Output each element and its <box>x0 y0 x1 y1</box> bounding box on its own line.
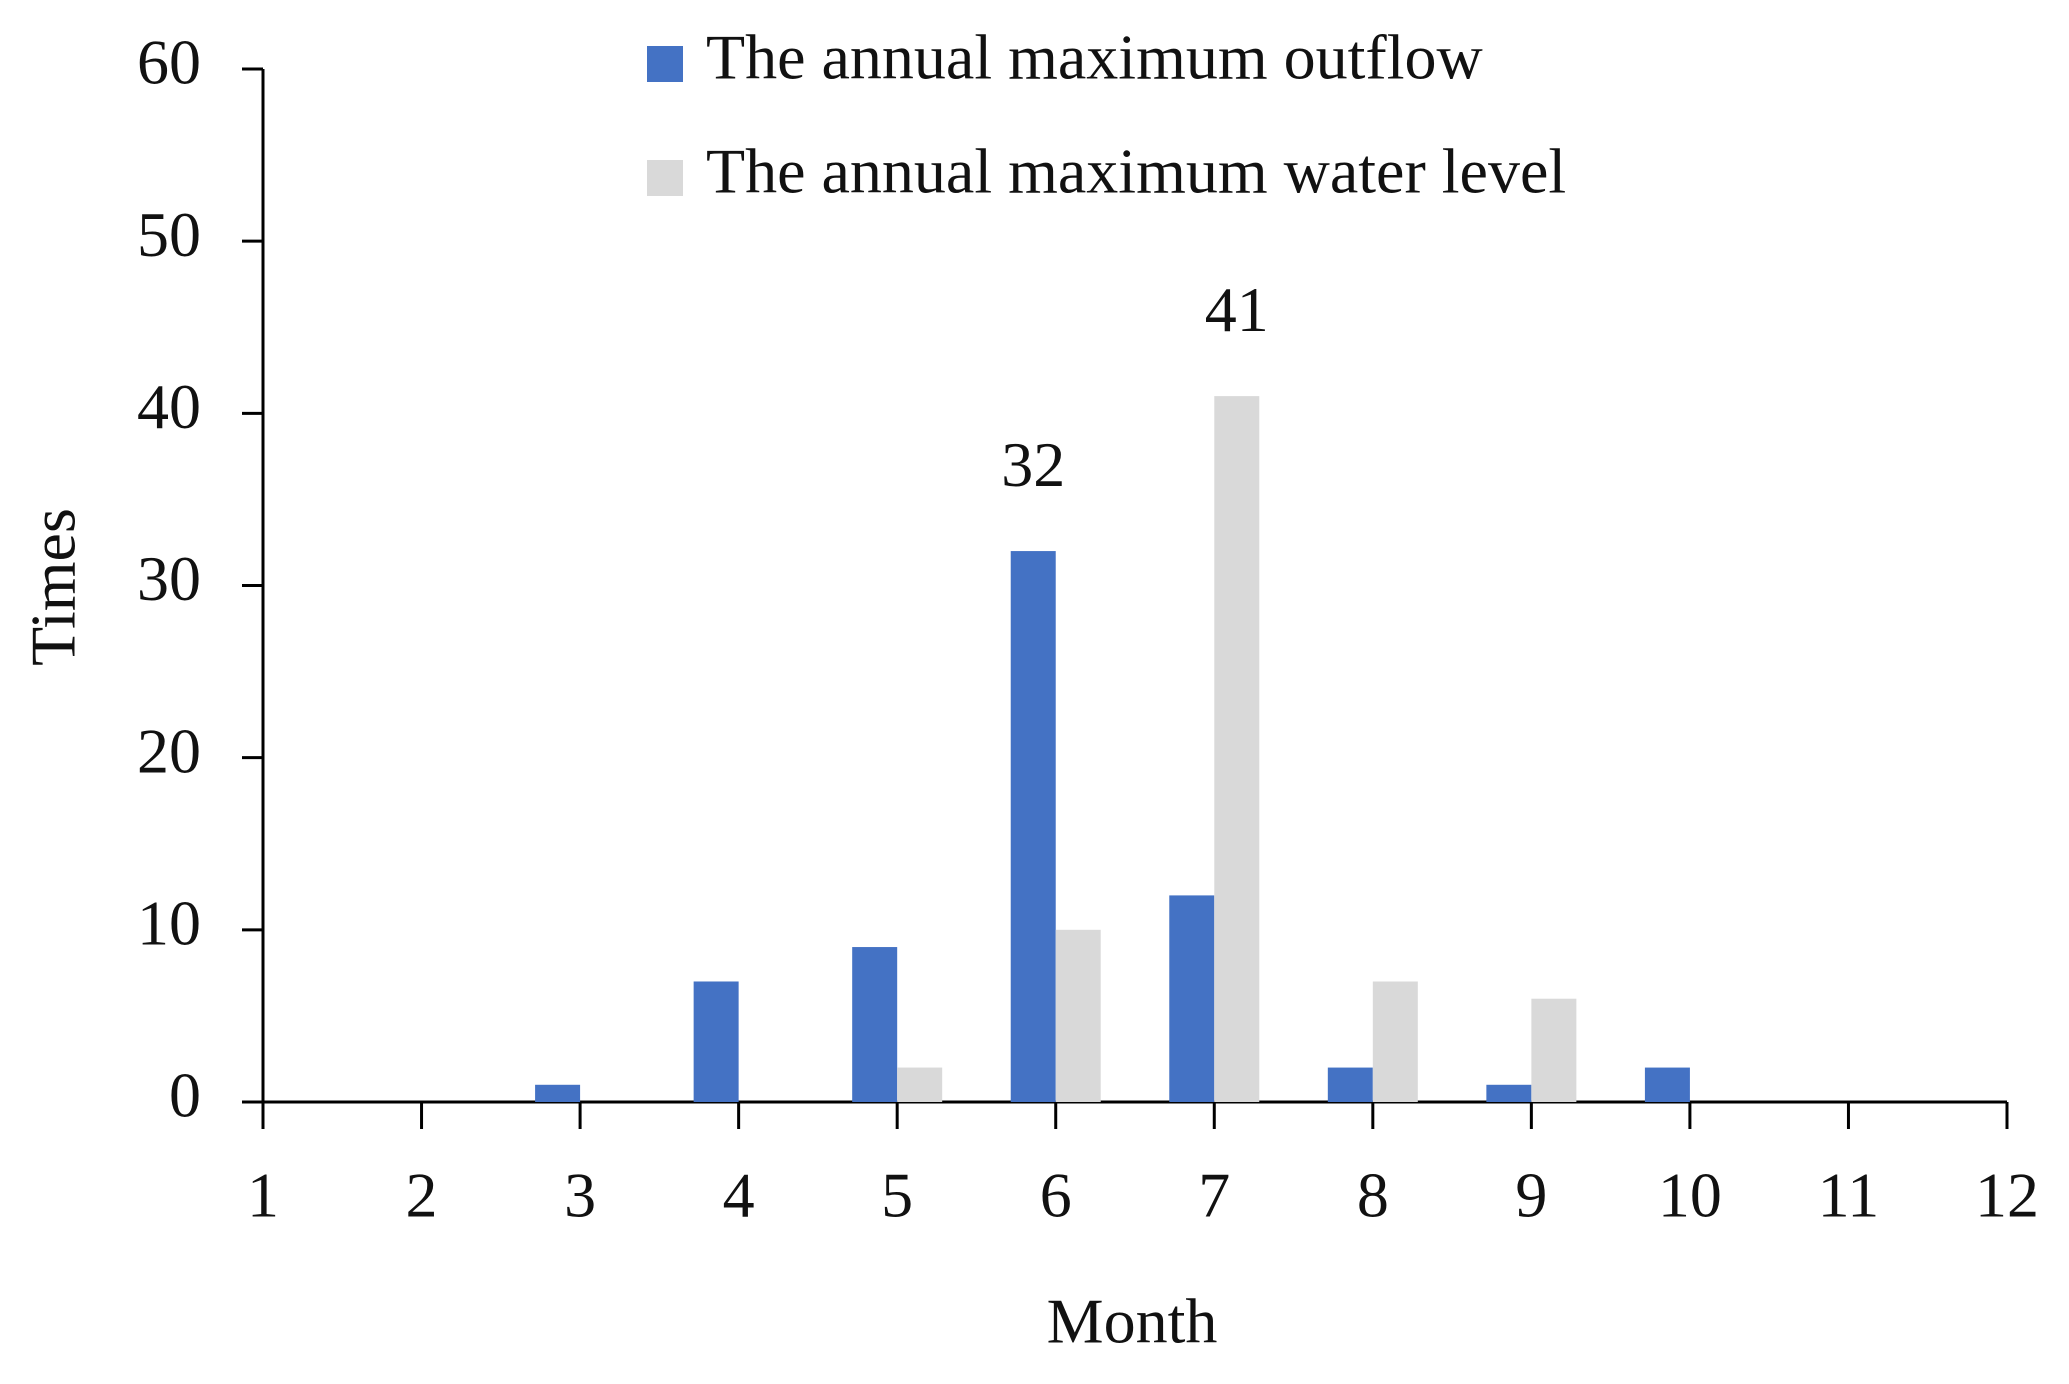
y-tick-label: 50 <box>137 199 201 270</box>
y-tick-label: 30 <box>137 543 201 614</box>
bar <box>1644 1067 1690 1102</box>
legend-label: The annual maximum water level <box>706 136 1566 207</box>
y-tick-label: 0 <box>169 1060 201 1131</box>
bar <box>1531 998 1577 1102</box>
bar <box>1327 1067 1373 1102</box>
x-tick-label: 10 <box>1658 1160 1722 1231</box>
bar <box>693 981 739 1102</box>
bar <box>1055 929 1101 1102</box>
x-tick-label: 11 <box>1818 1160 1880 1231</box>
x-tick-label: 7 <box>1198 1160 1230 1231</box>
bar <box>897 1067 943 1102</box>
x-tick-label: 9 <box>1515 1160 1547 1231</box>
y-tick-label: 40 <box>137 371 201 442</box>
x-tick-label: 12 <box>1975 1160 2039 1231</box>
x-tick-label: 4 <box>723 1160 755 1231</box>
x-axis-title: Month <box>1047 1286 1218 1357</box>
bar <box>1486 1084 1532 1102</box>
x-tick-label: 3 <box>564 1160 596 1231</box>
bar <box>852 947 898 1102</box>
x-tick-label: 6 <box>1040 1160 1072 1231</box>
y-tick-label: 60 <box>137 27 201 98</box>
y-axis-title: Times <box>18 508 89 666</box>
x-tick-label: 2 <box>406 1160 438 1231</box>
x-tick-label: 8 <box>1357 1160 1389 1231</box>
legend-swatch <box>647 160 683 196</box>
y-tick-label: 10 <box>137 888 201 959</box>
bar <box>535 1084 581 1102</box>
bar <box>1214 396 1260 1102</box>
value-label: 41 <box>1205 274 1269 345</box>
legend-label: The annual maximum outflow <box>706 22 1483 93</box>
bar <box>1169 895 1215 1102</box>
legend-swatch <box>647 46 683 82</box>
value-label: 32 <box>1001 429 1065 500</box>
x-tick-label: 1 <box>247 1160 279 1231</box>
bar <box>1010 551 1056 1102</box>
y-tick-label: 20 <box>137 715 201 786</box>
x-tick-label: 5 <box>881 1160 913 1231</box>
bar <box>1372 981 1418 1102</box>
